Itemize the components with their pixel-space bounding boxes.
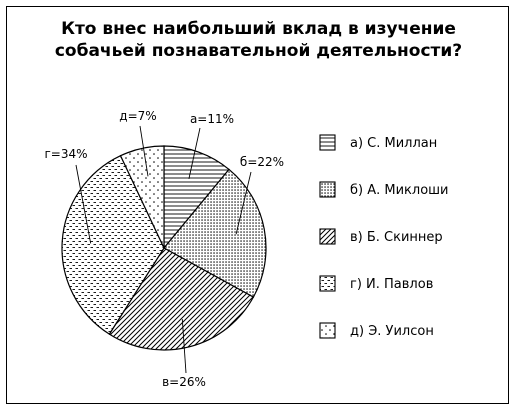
pie-leader-c bbox=[181, 319, 187, 374]
pie-labels: а=11% б=22% в=26% г=34% д=7% bbox=[44, 109, 284, 389]
pie-slice-d bbox=[61, 154, 165, 335]
pie-leader-a bbox=[188, 127, 201, 179]
pie-slice-b bbox=[163, 168, 267, 298]
legend-swatch-b bbox=[319, 181, 336, 198]
pie-label-d: г=34% bbox=[44, 147, 87, 161]
pie-label-e: д=7% bbox=[119, 109, 156, 123]
pie-leader-d bbox=[75, 164, 92, 244]
pie-leader-lines bbox=[75, 125, 252, 374]
pie-label-b: б=22% bbox=[240, 155, 284, 169]
legend-swatch-d bbox=[319, 275, 336, 292]
pie-label-a: а=11% bbox=[190, 112, 234, 126]
legend-swatch-a bbox=[319, 134, 336, 151]
pie-slice-c bbox=[108, 247, 255, 351]
pie-leader-e bbox=[139, 125, 149, 177]
legend: а) С. Миллан б) А. Миклоши в) Б. Скиннер г)… bbox=[319, 134, 449, 339]
pie-slices bbox=[61, 145, 267, 351]
legend-swatch-e bbox=[319, 322, 336, 339]
legend-label-c: в) Б. Скиннер bbox=[350, 230, 443, 245]
legend-label-e: д) Э. Уилсон bbox=[350, 324, 434, 339]
legend-label-b: б) А. Миклоши bbox=[350, 183, 449, 198]
chart-title-line-1: Кто внес наибольший вклад в изучение bbox=[61, 19, 456, 39]
pie-label-c: в=26% bbox=[162, 375, 206, 389]
legend-label-a: а) С. Миллан bbox=[350, 136, 437, 151]
legend-label-d: г) И. Павлов bbox=[350, 277, 433, 292]
chart-title: Кто внес наибольший вклад в изучение соб… bbox=[0, 18, 517, 62]
pie-slice-a bbox=[163, 145, 230, 250]
pie-slice-e bbox=[119, 145, 165, 249]
legend-swatch-c bbox=[319, 228, 336, 245]
chart-title-line-2: собачьей познавательной деятельности? bbox=[54, 41, 463, 61]
pie-leader-b bbox=[235, 171, 252, 235]
